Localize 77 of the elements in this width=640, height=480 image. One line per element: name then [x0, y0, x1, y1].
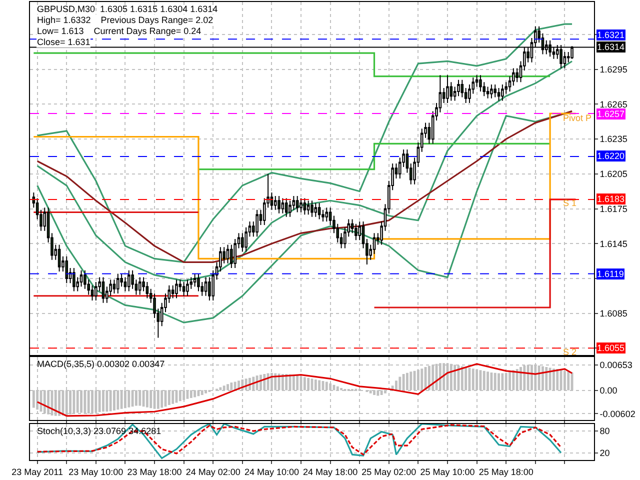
annotation: S 1	[563, 198, 577, 208]
candlestick	[288, 200, 292, 218]
candlestick	[274, 195, 277, 210]
y-tick-label: 1.6145	[600, 238, 628, 249]
candlestick	[226, 244, 230, 264]
y-tick-label: 0.00653	[600, 360, 632, 370]
x-tick-label: 24 May 10:00	[244, 466, 299, 477]
annotation: Pivot P	[563, 113, 592, 123]
candlestick	[296, 195, 299, 213]
annotation: S 2	[563, 347, 577, 357]
candlestick	[102, 276, 105, 304]
candlestick	[204, 276, 208, 296]
candlestick	[182, 281, 186, 296]
candlestick	[479, 74, 482, 92]
candlestick	[127, 270, 130, 292]
ref-line-label: 1.6220	[597, 151, 625, 161]
y-tick-label: 20	[600, 448, 610, 458]
annotation: Close= 1.631	[37, 37, 90, 47]
candlestick	[94, 281, 98, 302]
y-tick-label: 0.00	[600, 385, 618, 396]
candlestick	[325, 207, 328, 222]
candlestick	[457, 79, 460, 97]
ref-line-label: 1.6257	[597, 109, 625, 119]
candlestick	[490, 84, 493, 99]
candlestick	[318, 202, 321, 220]
candlestick	[303, 198, 306, 216]
candlestick	[281, 198, 284, 214]
x-tick-label: 25 May 10:00	[420, 466, 475, 477]
bar	[395, 380, 398, 390]
ref-line-label: 1.6314	[597, 42, 625, 52]
candlestick	[197, 273, 200, 292]
candlestick	[446, 74, 449, 104]
candlestick	[175, 279, 178, 299]
candlestick	[494, 84, 497, 98]
candlestick	[58, 244, 61, 272]
candlestick	[306, 200, 310, 216]
candlestick	[72, 268, 76, 292]
y-tick-label: -0.00602	[600, 408, 636, 419]
candlestick	[501, 84, 504, 102]
x-tick-label: 23 May 18:00	[127, 466, 182, 477]
y-tick-label: 1.6205	[600, 169, 628, 180]
ref-line-label: 1.6321	[597, 30, 625, 40]
ref-line-label: 1.6183	[597, 194, 625, 204]
x-tick-label: 23 May 2011	[12, 466, 64, 477]
y-tick-label: 1.6295	[600, 64, 628, 75]
x-tick-label: 25 May 18:00	[478, 466, 534, 477]
ref-line-label: 1.6119	[597, 269, 624, 279]
candlestick	[116, 273, 120, 294]
candlestick	[256, 209, 258, 238]
candlestick	[278, 195, 280, 214]
annotation: High= 1.6332 Previous Days Range= 2.02	[37, 15, 214, 25]
candlestick	[300, 198, 302, 213]
candlestick	[146, 281, 149, 299]
candlestick	[65, 256, 68, 284]
ref-line-label: 1.6055	[597, 343, 625, 353]
candlestick	[497, 87, 500, 102]
candlestick	[284, 198, 288, 218]
x-tick-label: 24 May 18:00	[303, 466, 358, 477]
candlestick	[138, 276, 142, 296]
candlestick	[486, 86, 490, 99]
annotation: Low= 1.613 Current Days Range= 0.24	[37, 26, 202, 36]
candlestick	[310, 200, 314, 218]
y-tick-label: 1.6265	[600, 99, 628, 110]
candlestick	[80, 270, 83, 288]
chart-title: GBPUSD,M30 1.6305 1.6315 1.6304 1.6314	[37, 4, 218, 14]
candlestick	[314, 202, 318, 218]
candlestick	[186, 279, 189, 296]
x-tick-label: 25 May 02:00	[362, 466, 416, 477]
candlestick	[193, 273, 196, 288]
x-tick-label: 23 May 10:00	[68, 466, 124, 477]
y-tick-label: 80	[600, 426, 610, 436]
candlestick	[354, 223, 358, 241]
y-tick-label: 1.6175	[600, 204, 628, 214]
x-tick-label: 24 May 02:00	[186, 466, 240, 477]
chart-title: MACD(5,35,5) 0.00302 0.00347	[37, 359, 165, 369]
y-tick-label: 1.6235	[600, 134, 628, 144]
y-tick-label: 1.6085	[600, 308, 628, 318]
